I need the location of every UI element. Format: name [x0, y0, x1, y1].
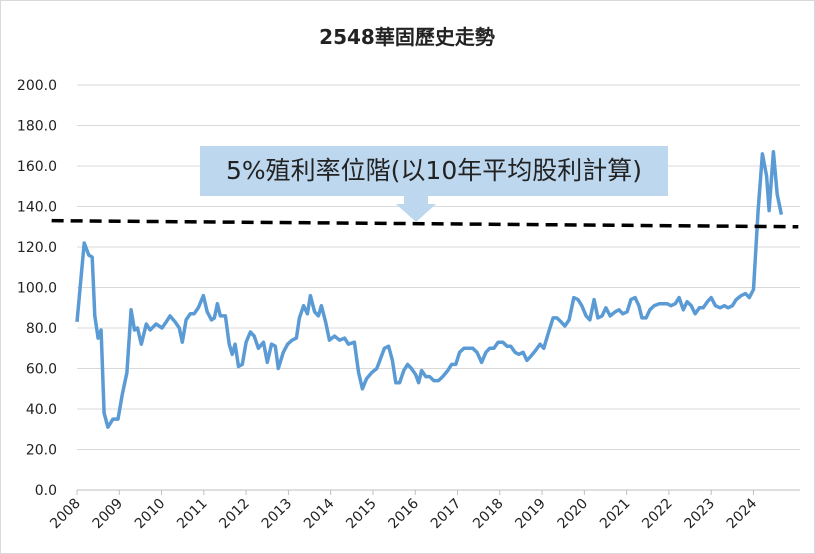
annotation: 5%殖利率位階(以10年平均股利計算) [200, 146, 668, 196]
y-tick-label: 60.0 [26, 362, 57, 378]
y-tick-label: 20.0 [26, 443, 57, 459]
y-tick-label: 140.0 [17, 200, 57, 216]
y-tick-label: 200.0 [17, 78, 57, 94]
y-tick-label: 80.0 [26, 321, 57, 337]
y-tick-label: 180.0 [17, 119, 57, 135]
y-tick-label: 160.0 [17, 159, 57, 175]
y-tick-label: 100.0 [17, 281, 57, 297]
y-tick-label: 120.0 [17, 240, 57, 256]
chart-title: 2548華固歷史走勢 [319, 25, 495, 49]
y-tick-label: 40.0 [26, 402, 57, 418]
price-line [75, 150, 784, 429]
reference-line [51, 218, 799, 229]
y-tick-label: 0.0 [35, 483, 57, 499]
